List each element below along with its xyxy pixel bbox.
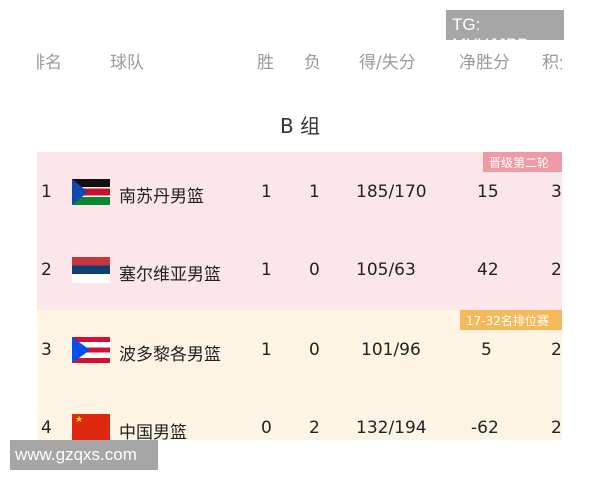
team-name: 中国男篮 [119, 423, 187, 440]
watermark-top: TG: MYYJJPP [446, 10, 564, 54]
team-name: 塞尔维亚男篮 [119, 265, 221, 285]
header-team: 球队 [110, 53, 144, 73]
header-rank: 排名 [37, 53, 62, 73]
points: 101/96 [361, 340, 421, 360]
china-flag-icon: ★ [72, 414, 110, 440]
wins: 1 [261, 340, 272, 360]
points: 185/170 [356, 182, 427, 202]
header-loss: 负 [304, 53, 321, 73]
score: 2 [551, 418, 562, 438]
south-sudan-flag-icon [72, 179, 110, 205]
advance-badge: 晋级第二轮 [483, 152, 562, 172]
score: 3 [551, 182, 562, 202]
header-points: 得/失分 [359, 53, 416, 73]
wins: 1 [261, 260, 272, 280]
score: 2 [551, 260, 562, 280]
serbia-flag-icon [72, 257, 110, 283]
table-row[interactable]: 4 ★ 中国男篮 0 2 132/194 -62 2 [37, 390, 562, 440]
team-name: 南苏丹男篮 [119, 187, 204, 207]
watermark-bottom: www.gzqxs.com [10, 440, 158, 470]
puerto-rico-flag-icon [72, 337, 110, 363]
header-net: 净胜分 [459, 53, 510, 73]
rank: 2 [41, 260, 52, 280]
losses: 0 [309, 260, 320, 280]
wins: 1 [261, 182, 272, 202]
rank: 3 [41, 340, 52, 360]
net-points: -62 [471, 418, 499, 438]
group-title: B 组 [280, 114, 321, 138]
score: 2 [551, 340, 562, 360]
wins: 0 [261, 418, 272, 438]
header-win: 胜 [257, 53, 274, 73]
rank: 1 [41, 182, 52, 202]
losses: 0 [309, 340, 320, 360]
header-score: 积分 [542, 53, 562, 73]
net-points: 42 [477, 260, 499, 280]
points: 132/194 [356, 418, 427, 438]
rank: 4 [41, 418, 52, 438]
table-row[interactable]: 17-32名排位赛 3 波多黎各男篮 1 0 101/96 5 2 [37, 310, 562, 390]
team-name: 波多黎各男篮 [119, 345, 221, 365]
losses: 1 [309, 182, 320, 202]
classification-badge: 17-32名排位赛 [460, 310, 562, 330]
net-points: 5 [481, 340, 492, 360]
standings-panel: 排名 球队 胜 负 得/失分 净胜分 积分 B 组 晋级第二轮 1 南苏丹男篮 … [37, 0, 562, 440]
net-points: 15 [477, 182, 499, 202]
table-row[interactable]: 2 塞尔维亚男篮 1 0 105/63 42 2 [37, 232, 562, 310]
table-row[interactable]: 晋级第二轮 1 南苏丹男篮 1 1 185/170 15 3 [37, 152, 562, 232]
losses: 2 [309, 418, 320, 438]
points: 105/63 [356, 260, 416, 280]
